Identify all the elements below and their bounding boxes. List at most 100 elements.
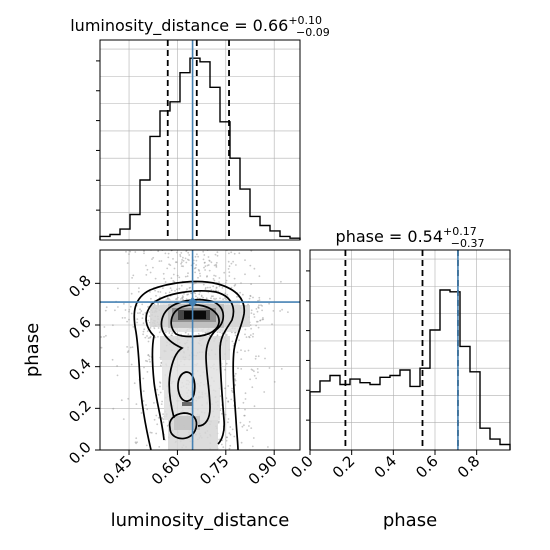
scatter-point xyxy=(262,317,264,319)
marginal-phase-panel: 0.0 0.2 0.4 0.6 0.8 phase = 0.54+0.17 −0.37 p… xyxy=(287,225,511,531)
luminosity-distance-quantile-lines xyxy=(166,40,230,240)
scatter-point xyxy=(246,429,249,432)
scatter-point xyxy=(213,279,216,282)
scatter-point xyxy=(128,308,131,311)
scatter-point xyxy=(280,280,282,283)
scatter-point xyxy=(247,349,250,352)
scatter-point xyxy=(182,259,185,262)
scatter-point xyxy=(196,297,199,299)
scatter-point xyxy=(263,391,266,393)
scatter-point xyxy=(244,333,246,336)
luminosity-distance-axis-label: luminosity_distance xyxy=(111,510,290,531)
scatter-point xyxy=(221,412,223,415)
scatter-point xyxy=(234,283,237,286)
scatter-point xyxy=(213,264,216,267)
joint-panel: 0.45 0.60 0.75 0.90 0.0 0.2 0.4 0.6 0.8 luminos… xyxy=(22,249,301,531)
marginal-a-frame xyxy=(99,39,301,241)
joint-xtick-label-3: 0.90 xyxy=(245,452,281,488)
scatter-point xyxy=(164,292,167,295)
scatter-point xyxy=(184,257,187,260)
scatter-point xyxy=(105,334,107,337)
scatter-point xyxy=(193,282,196,285)
scatter-point xyxy=(253,374,256,377)
scatter-point xyxy=(132,274,135,277)
scatter-point xyxy=(143,366,145,369)
scatter-point xyxy=(230,251,233,254)
scatter-point xyxy=(271,323,273,326)
scatter-point xyxy=(159,364,162,367)
scatter-point xyxy=(195,295,197,298)
scatter-point xyxy=(189,286,192,289)
scatter-point xyxy=(180,261,183,264)
scatter-point xyxy=(240,358,243,360)
scatter-point xyxy=(240,368,243,370)
scatter-point xyxy=(244,350,246,352)
scatter-point xyxy=(162,287,164,289)
contour-6 xyxy=(177,371,196,402)
scatter-point xyxy=(214,253,217,256)
scatter-point xyxy=(216,251,219,254)
scatter-point xyxy=(203,266,205,269)
joint-ytick-label-2: 0.4 xyxy=(65,355,95,385)
scatter-point xyxy=(143,252,145,255)
scatter-point xyxy=(253,316,256,318)
scatter-point xyxy=(215,261,218,264)
scatter-point xyxy=(213,274,216,277)
scatter-point xyxy=(156,423,159,426)
scatter-point xyxy=(208,259,211,262)
scatter-point xyxy=(261,309,263,312)
scatter-point xyxy=(257,326,260,329)
scatter-point xyxy=(207,264,210,266)
scatter-point xyxy=(231,389,233,392)
scatter-point xyxy=(149,431,152,434)
scatter-point xyxy=(176,274,179,277)
scatter-point xyxy=(162,418,165,420)
scatter-point xyxy=(154,277,157,280)
scatter-point xyxy=(138,287,140,289)
scatter-point xyxy=(129,250,132,253)
phase-quantile-lines xyxy=(344,250,459,450)
scatter-point xyxy=(179,254,182,256)
scatter-point xyxy=(250,283,253,285)
phase-axis-label-y: phase xyxy=(22,323,43,377)
scatter-point xyxy=(240,349,242,352)
scatter-point xyxy=(121,317,124,319)
scatter-point xyxy=(234,379,237,382)
scatter-point xyxy=(255,324,257,327)
scatter-point xyxy=(205,297,208,300)
marginal-b-frame xyxy=(309,249,511,451)
scatter-point xyxy=(168,332,171,334)
scatter-point xyxy=(194,271,197,274)
scatter-point xyxy=(148,358,151,361)
scatter-point xyxy=(227,260,230,263)
scatter-point xyxy=(142,390,145,392)
scatter-point xyxy=(206,286,209,289)
scatter-point xyxy=(243,424,245,427)
scatter-point xyxy=(145,359,147,362)
scatter-point xyxy=(146,371,149,373)
scatter-point xyxy=(244,408,246,411)
scatter-point xyxy=(157,335,159,338)
scatter-point xyxy=(141,303,144,306)
scatter-point xyxy=(226,436,228,439)
scatter-point xyxy=(148,355,151,358)
scatter-point xyxy=(218,285,221,288)
joint-xtick-label-2: 0.75 xyxy=(196,452,232,488)
scatter-point xyxy=(137,290,140,293)
scatter-point xyxy=(170,277,173,280)
scatter-point xyxy=(187,251,190,254)
scatter-point xyxy=(234,334,237,337)
scatter-point xyxy=(225,282,227,284)
scatter-point xyxy=(179,255,182,258)
scatter-point xyxy=(197,268,200,271)
scatter-point xyxy=(149,271,152,274)
scatter-point xyxy=(254,357,257,360)
scatter-point xyxy=(181,259,184,261)
scatter-point xyxy=(227,418,230,420)
scatter-point xyxy=(234,372,237,375)
scatter-point xyxy=(203,254,206,256)
scatter-point xyxy=(172,280,175,282)
scatter-point xyxy=(155,432,158,435)
scatter-point xyxy=(220,443,223,446)
scatter-point xyxy=(242,293,244,296)
